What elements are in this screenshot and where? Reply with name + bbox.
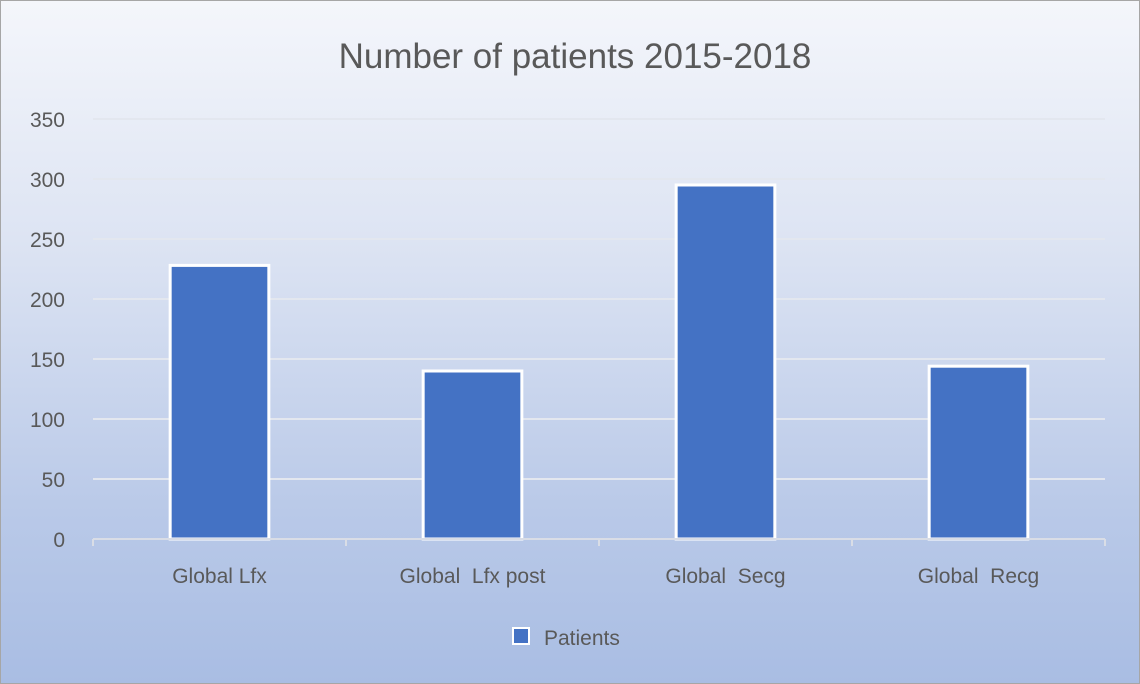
x-category-label: Global Recg (918, 565, 1039, 588)
chart-title: Number of patients 2015-2018 (339, 37, 812, 76)
x-category-label: Global Lfx (172, 565, 267, 588)
x-category-label: Global Secg (665, 565, 785, 588)
bar (421, 369, 524, 541)
y-tick-label: 50 (42, 469, 65, 492)
y-tick-label: 350 (30, 109, 65, 132)
y-tick-label: 150 (30, 349, 65, 372)
bar (927, 364, 1030, 541)
x-category-label: Global Lfx post (400, 565, 546, 588)
y-tick-label: 300 (30, 169, 65, 192)
legend-swatch (512, 627, 530, 645)
y-tick-label: 100 (30, 409, 65, 432)
x-axis (92, 538, 1106, 546)
legend-label: Patients (544, 627, 620, 650)
y-tick-label: 250 (30, 229, 65, 252)
legend: Patients (512, 627, 620, 650)
bar (168, 263, 271, 541)
y-axis-tick-labels: 0 50 100 150 200 250 300 350 (30, 109, 65, 552)
x-axis-category-labels: Global Lfx Global Lfx post Global Secg Glob… (172, 565, 1039, 588)
y-tick-label: 200 (30, 289, 65, 312)
y-tick-label: 0 (53, 529, 65, 552)
bar (674, 183, 777, 541)
